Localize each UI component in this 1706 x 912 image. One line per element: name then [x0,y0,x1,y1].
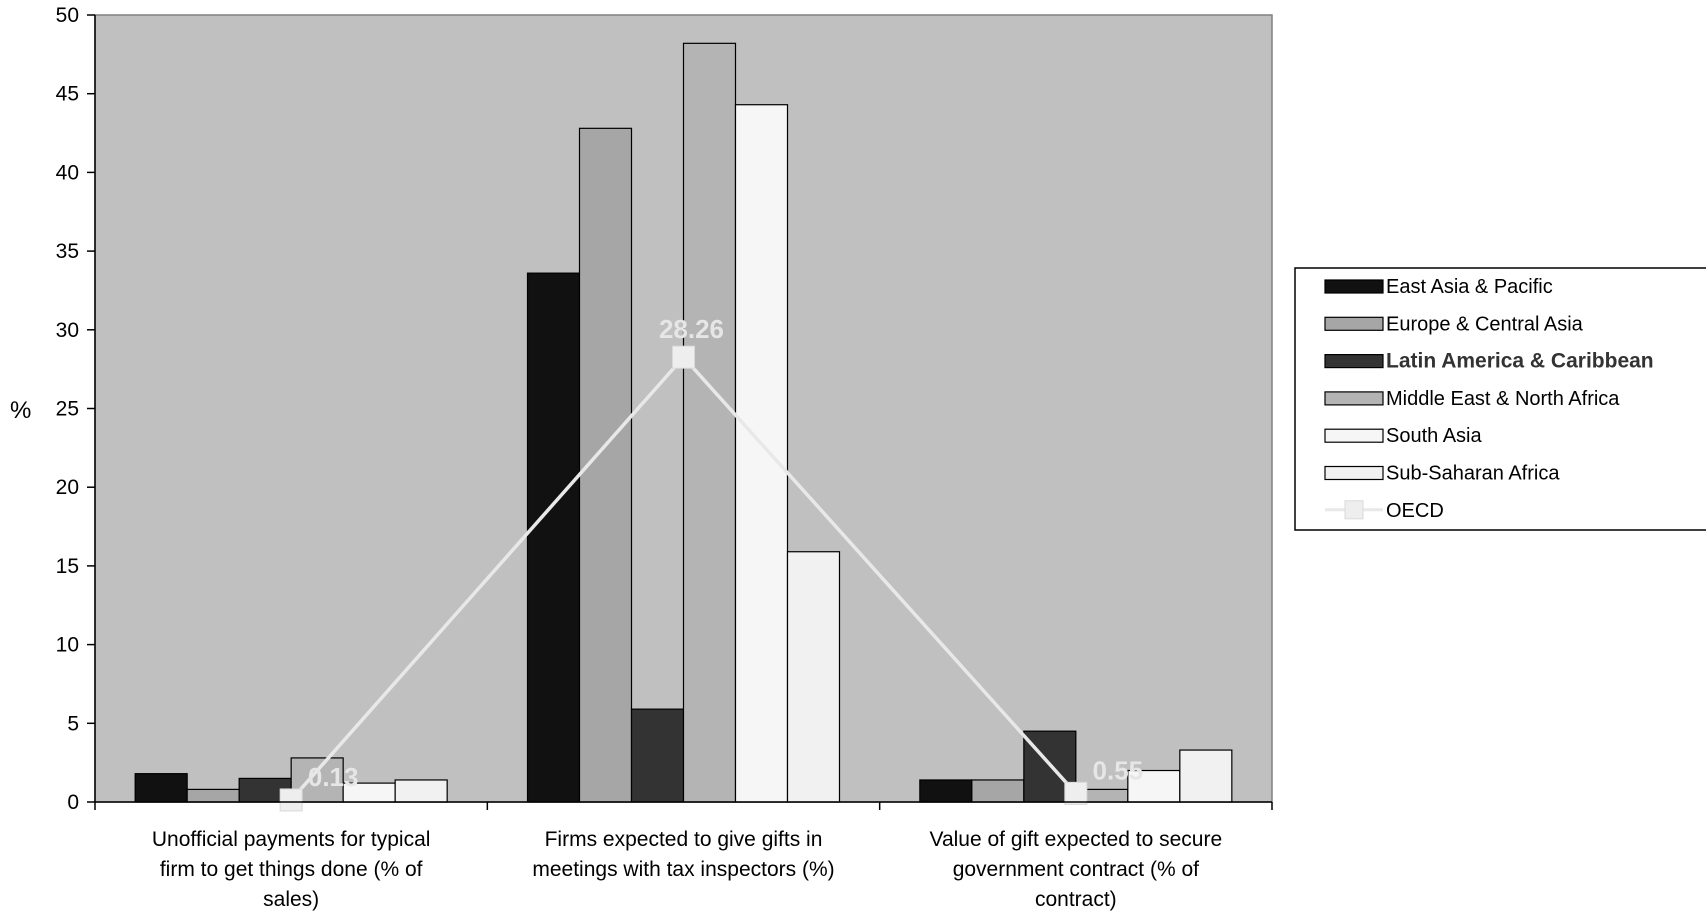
y-tick-label: 20 [56,476,79,499]
oecd-marker [279,788,303,812]
oecd-line: 0.13 28.26 0.55 [279,314,1144,812]
bar-1-cat-3 [919,779,973,803]
legend-marker-swatch [1344,500,1364,520]
bar-6-cat-3 [1179,749,1233,803]
y-tick-label: 5 [67,712,79,735]
y-axis-label: % [10,397,31,424]
oecd-data-label: 28.26 [659,314,724,344]
bar-2-cat-1 [186,788,240,803]
legend-swatch [1324,391,1384,406]
oecd-marker [1064,781,1088,805]
legend: East Asia & Pacific Europe & Central Asia… [1294,267,1706,531]
category-label: Firms expected to give gifts in meetings … [532,828,834,881]
axes: 0 5 10 15 20 25 30 35 40 45 50 Unofficial payments … [56,4,1273,911]
bar-3-cat-2 [630,708,685,803]
bar-5-cat-2 [734,104,789,803]
oecd-data-label: 0.13 [308,762,359,792]
legend-label: OECD [1386,500,1444,522]
legend-label: Sub-Saharan Africa [1386,463,1560,485]
legend-label: Latin America & Caribbean [1386,350,1654,373]
legend-label: Middle East & North Africa [1386,388,1620,410]
bars [134,42,1233,803]
y-tick-label: 30 [56,319,79,342]
legend-label: South Asia [1386,425,1483,447]
y-tick-label: 50 [56,4,79,27]
bar-5-cat-3 [1127,769,1181,803]
bar-6-cat-2 [786,551,841,803]
oecd-data-label: 0.55 [1093,755,1144,785]
bar-6-cat-1 [394,779,448,803]
y-tick-label: 0 [67,791,79,814]
bar-2-cat-3 [971,779,1025,803]
legend-swatch [1324,428,1384,443]
legend-label: East Asia & Pacific [1386,276,1553,298]
y-tick-label: 25 [56,398,79,421]
y-tick-label: 15 [56,555,79,578]
y-tick-label: 35 [56,240,79,263]
legend-swatch [1324,354,1384,369]
legend-label: Europe & Central Asia [1386,313,1584,335]
legend-swatch [1324,279,1384,294]
category-label: Unofficial payments for typical firm to g… [152,828,431,911]
bar-4-cat-2 [682,42,737,803]
legend-swatch [1324,465,1384,481]
y-tick-label: 10 [56,634,79,657]
bar-1-cat-2 [526,272,581,803]
legend-swatch [1324,316,1384,331]
oecd-marker [672,345,695,369]
y-tick-label: 45 [56,83,79,106]
category-label: Value of gift expected to secure governme… [930,828,1223,911]
bar-1-cat-1 [134,773,188,803]
y-tick-label: 40 [56,161,79,184]
